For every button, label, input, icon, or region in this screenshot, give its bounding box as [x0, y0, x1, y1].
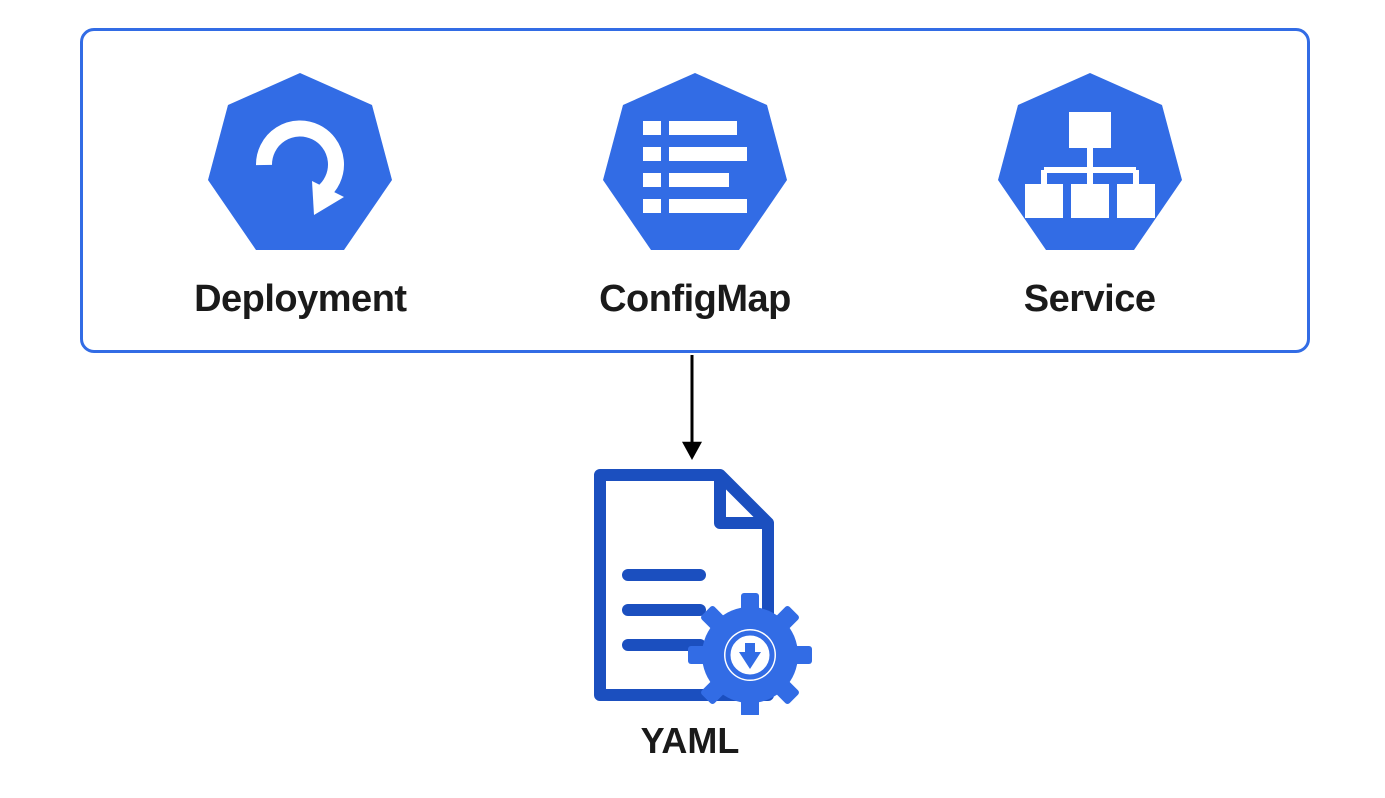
resource-service: Service — [980, 60, 1200, 321]
configmap-icon — [585, 60, 805, 270]
service-icon — [980, 60, 1200, 270]
resource-configmap: ConfigMap — [585, 60, 805, 321]
flow-arrow — [672, 355, 712, 460]
configmap-label: ConfigMap — [599, 278, 791, 321]
yaml-file-icon — [560, 455, 820, 715]
resources-container: Deployment ConfigMap — [80, 28, 1310, 353]
service-label: Service — [1024, 278, 1156, 321]
resource-deployment: Deployment — [190, 60, 410, 321]
deployment-icon — [190, 60, 410, 270]
yaml-block: YAML — [560, 455, 820, 762]
deployment-label: Deployment — [194, 278, 406, 321]
yaml-label: YAML — [641, 720, 740, 762]
